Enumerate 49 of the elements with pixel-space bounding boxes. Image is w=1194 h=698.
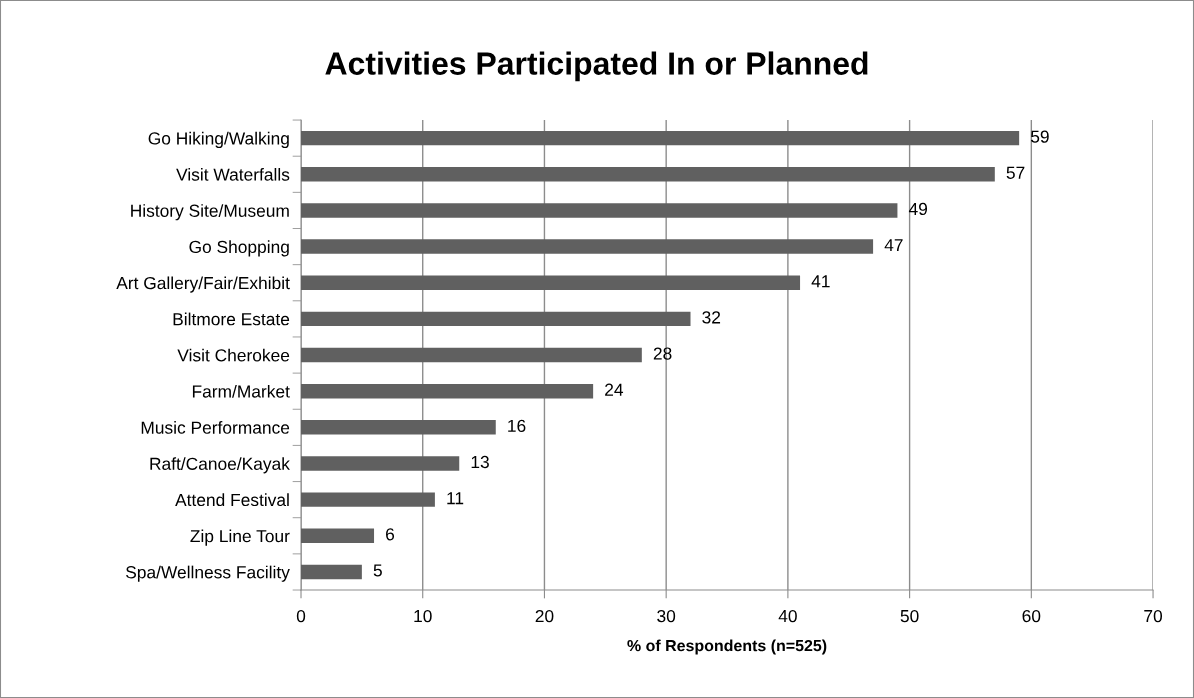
data-label: 49 [908,202,928,216]
y-tick-label: Zip Line Tour [190,529,290,546]
chart-title: Activities Participated In or Planned [325,51,868,82]
data-label: 41 [811,275,830,288]
x-tick-label: 50 [900,609,919,623]
x-tick-label: 40 [778,609,797,623]
data-label: 13 [471,455,489,469]
y-tick-label: Go Shopping [189,240,289,257]
bar [301,203,898,218]
data-label: 57 [1006,166,1025,179]
data-label: 16 [508,419,526,432]
bar [301,347,642,363]
bar [301,528,375,544]
data-label: 6 [386,528,395,541]
bar [301,167,995,182]
data-label: 5 [373,564,382,577]
y-tick-label: Art Gallery/Fair/Exhibit [116,276,290,293]
y-tick-label: Go Hiking/Walking [148,131,289,149]
y-tick-label: Attend Festival [175,493,289,507]
bar [301,456,460,471]
bar [301,275,801,290]
x-tick-label: 60 [1022,609,1041,623]
x-tick-label: 30 [657,609,676,623]
data-label: 47 [884,239,903,252]
x-tick-label: 70 [1144,609,1163,623]
bar [301,492,435,507]
bar [301,383,594,399]
y-tick-label: Music Performance [141,421,290,434]
bar [301,564,362,580]
data-label: 32 [702,311,721,324]
x-tick-label: 20 [535,609,554,623]
y-tick-label: Visit Waterfalls [176,167,290,181]
data-label: 24 [605,383,624,396]
bar [301,420,496,435]
data-label: 59 [1030,130,1049,143]
y-tick-label: Biltmore Estate [173,312,290,326]
y-tick-label: History Site/Museum [131,204,289,221]
y-tick-label: Raft/Canoe/Kayak [150,457,290,474]
x-tick-label: 10 [414,609,432,623]
y-tick-label: Spa/Wellness Facility [126,565,290,582]
bar [301,239,874,254]
x-tick-label: 0 [296,609,306,623]
y-tick-label: Visit Cherokee [177,348,290,362]
data-label: 11 [447,492,464,505]
y-tick-label: Farm/Market [192,384,290,398]
data-label: 28 [653,347,672,360]
x-axis-title: % of Respondents (n=525) [627,639,827,655]
bar [301,130,1020,146]
bar [301,311,691,327]
